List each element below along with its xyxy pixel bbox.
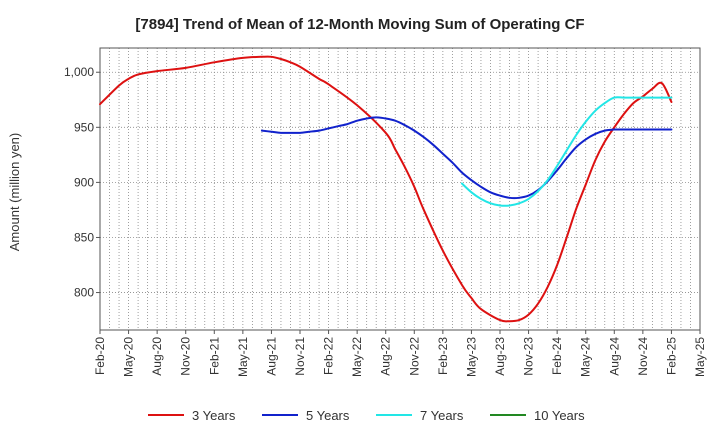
legend-label-7-years: 7 Years (420, 408, 464, 423)
x-tick-label: Nov-23 (522, 337, 536, 376)
y-tick-label: 950 (74, 120, 94, 134)
series-layer (99, 55, 673, 323)
x-tick-label: Nov-21 (293, 337, 307, 376)
x-tick-label: Feb-24 (550, 337, 564, 375)
y-tick-label: 1,000 (64, 65, 94, 79)
chart-title: [7894] Trend of Mean of 12-Month Moving … (135, 16, 584, 33)
x-tick-label: May-20 (122, 337, 136, 377)
x-tick-label: Feb-23 (436, 337, 450, 375)
legend-label-5-years: 5 Years (306, 408, 350, 423)
x-tick-label: May-23 (464, 337, 478, 377)
x-tick-label: May-22 (350, 337, 364, 377)
series-line-3-years (99, 55, 673, 323)
axis-layer: 800 850 900 950 1,000 Feb-20 May-20 Aug-20 Nov-2… (64, 47, 707, 377)
x-tick-label: May-21 (236, 337, 250, 377)
x-tick-label: Aug-24 (607, 337, 621, 376)
x-tick-label: Feb-20 (93, 337, 107, 375)
grid-layer (100, 48, 700, 330)
y-tick-label: 850 (74, 230, 94, 244)
x-tick-label: Feb-22 (322, 337, 336, 375)
x-tick-label: Aug-23 (493, 337, 507, 376)
y-tick-label: 900 (74, 175, 94, 189)
x-tick-label: Nov-24 (636, 337, 650, 376)
x-tick-label: Aug-22 (379, 337, 393, 376)
y-tick-label: 800 (74, 286, 94, 300)
x-tick-label: Feb-21 (207, 337, 221, 375)
series-line-7-years (460, 96, 673, 207)
x-tick-label: May-24 (579, 337, 593, 377)
plot-frame (99, 47, 701, 331)
x-tick-label: Nov-22 (407, 337, 421, 376)
x-tick-label: Nov-20 (179, 337, 193, 376)
legend-label-3-years: 3 Years (192, 408, 236, 423)
legend-label-10-years: 10 Years (534, 408, 585, 423)
series-line-5-years (260, 116, 673, 200)
x-tick-label: Feb-25 (664, 337, 678, 375)
x-tick-label: Aug-21 (264, 337, 278, 376)
x-tick-label: May-25 (693, 337, 707, 377)
legend: 3 Years 5 Years 7 Years 10 Years (148, 408, 585, 423)
y-axis-label: Amount (million yen) (7, 133, 22, 252)
x-tick-label: Aug-20 (150, 337, 164, 376)
